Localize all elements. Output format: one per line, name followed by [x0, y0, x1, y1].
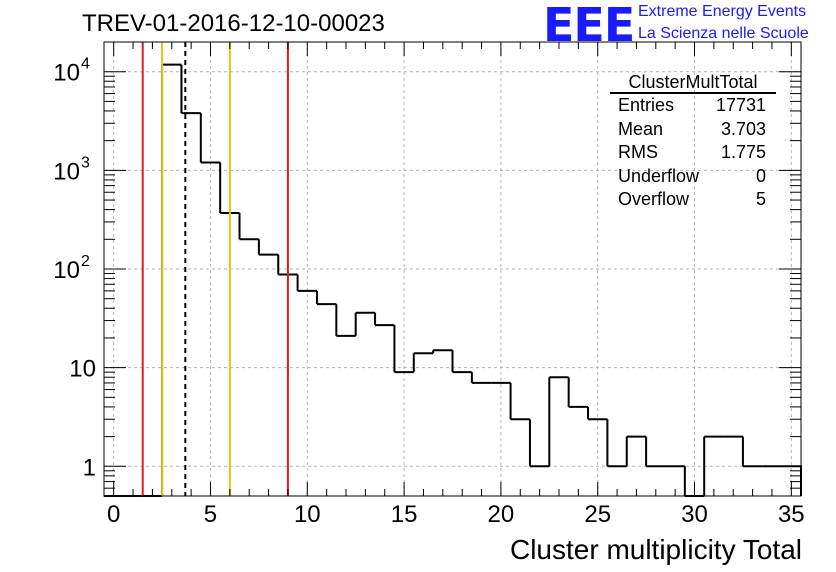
y-tick-label: 1 [83, 454, 96, 481]
histogram-bin [238, 212, 259, 241]
stats-row-rms: RMS 1.775 [610, 141, 778, 165]
histogram-bin [412, 352, 434, 373]
x-tick-label: 35 [778, 501, 805, 528]
histogram-bin [587, 406, 608, 421]
histogram-series [104, 63, 802, 497]
stats-value: 3.703 [720, 118, 766, 139]
histogram-bin [625, 435, 647, 467]
x-tick-label: 25 [584, 501, 611, 528]
histogram-bin [432, 349, 453, 354]
stats-label: RMS [618, 142, 658, 162]
histogram-bin [199, 113, 221, 164]
histogram-bin [451, 350, 472, 374]
histogram-bin [606, 419, 627, 468]
histogram-bin [354, 311, 376, 336]
y-tick-label: 10 [53, 257, 80, 284]
histogram-bin [703, 435, 724, 496]
histogram-bin [567, 377, 589, 408]
stats-label: Entries [618, 95, 675, 115]
histogram-bin [161, 63, 182, 496]
histogram-bin [335, 304, 356, 337]
y-tick-exponent: 3 [81, 154, 90, 171]
histogram-bin [393, 325, 414, 374]
histogram-bin [741, 436, 763, 468]
histogram-bin [374, 312, 395, 327]
stats-box: ClusterMultTotal Entries 17731 Mean 3.70… [610, 72, 778, 212]
histogram-bin [645, 436, 666, 468]
histogram-bin [528, 419, 550, 468]
x-tick-label: 30 [681, 501, 708, 528]
histogram-bin [548, 376, 569, 467]
logo-subtitle-2: La Scienza nelle Scuole [638, 25, 809, 42]
histogram-bin [296, 274, 317, 292]
x-axis-label: Cluster multiplicity Total [510, 534, 802, 565]
stats-label: Mean [618, 118, 664, 139]
stats-label: Overflow [618, 189, 690, 209]
stats-value: 5 [755, 189, 766, 209]
x-tick-label: 0 [107, 501, 120, 528]
x-tick-label: 20 [488, 501, 515, 528]
eee-logo: EEE [543, 0, 635, 52]
histogram-bin [180, 64, 201, 115]
histogram-bin [257, 239, 279, 256]
stats-value: 0 [755, 165, 766, 186]
stats-label: Underflow [618, 165, 700, 186]
stats-value: 17731 [715, 95, 766, 115]
histogram-bin [509, 382, 530, 421]
histogram-bin [470, 372, 492, 384]
stats-row-underflow: Underflow 0 [610, 165, 778, 189]
chart-title: TREV-01-2016-12-10-00023 [82, 10, 385, 37]
grid-lines [104, 42, 801, 496]
y-tick-exponent: 4 [81, 56, 90, 73]
x-tick-label: 15 [391, 501, 418, 528]
stats-row-entries: Entries 17731 [610, 94, 778, 118]
y-tick-label: 10 [69, 356, 96, 383]
x-tick-label: 10 [294, 501, 321, 528]
stats-value: 1.775 [720, 142, 766, 162]
stats-histogram-name: ClusterMultTotal [610, 72, 776, 94]
marker-lines [141, 42, 289, 496]
x-tick-label: 5 [204, 501, 217, 528]
stats-row-overflow: Overflow 5 [610, 188, 778, 212]
y-tick-label: 10 [53, 158, 80, 185]
stats-row-mean: Mean 3.703 [610, 118, 778, 142]
y-tick-label: 10 [53, 60, 80, 87]
y-tick-exponent: 2 [81, 253, 90, 270]
logo-subtitle-1: Extreme Energy Events [638, 3, 807, 20]
histogram-bin [315, 290, 337, 306]
